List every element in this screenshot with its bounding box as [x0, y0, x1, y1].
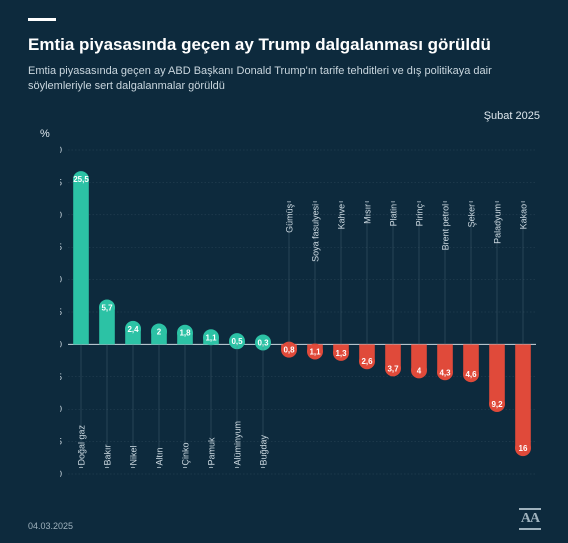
svg-text:2: 2	[157, 327, 162, 336]
svg-text:Altın: Altın	[155, 448, 165, 466]
svg-text:Platin: Platin	[389, 204, 399, 227]
svg-text:16: 16	[519, 444, 528, 453]
svg-text:Doğal gaz: Doğal gaz	[77, 424, 87, 465]
svg-text:Brent petrol: Brent petrol	[441, 204, 451, 251]
svg-text:0,8: 0,8	[283, 346, 295, 355]
svg-text:4: 4	[417, 366, 422, 375]
svg-text:1,1: 1,1	[205, 333, 217, 342]
svg-text:-5: -5	[60, 372, 62, 382]
svg-text:Kakao: Kakao	[519, 204, 529, 230]
svg-text:Pirinç: Pirinç	[415, 203, 425, 226]
svg-text:10: 10	[60, 275, 62, 285]
svg-text:4,3: 4,3	[439, 368, 451, 377]
svg-text:Şeker: Şeker	[467, 204, 477, 228]
svg-text:5,7: 5,7	[101, 303, 113, 312]
page-title: Emtia piyasasında geçen ay Trump dalgala…	[28, 34, 540, 55]
svg-text:Gümüş: Gümüş	[285, 203, 295, 233]
svg-text:25,5: 25,5	[73, 175, 89, 184]
svg-text:1,3: 1,3	[335, 349, 347, 358]
footer-date: 04.03.2025	[28, 521, 73, 531]
agency-logo-text: AA	[519, 508, 541, 530]
svg-text:0,5: 0,5	[231, 337, 243, 346]
svg-text:9,2: 9,2	[491, 400, 503, 409]
svg-text:Kahve: Kahve	[337, 204, 347, 230]
svg-text:0,3: 0,3	[257, 338, 269, 347]
svg-text:-15: -15	[60, 437, 62, 447]
commodity-bar-chart: -20 -15 -10 -5 0 5 10 15 20 25 30 25,5 Doğal gaz 5,7 B…	[60, 140, 540, 480]
svg-text:0: 0	[60, 339, 62, 349]
svg-text:1,1: 1,1	[309, 348, 321, 357]
svg-text:30: 30	[60, 145, 62, 155]
svg-text:Buğday: Buğday	[259, 434, 269, 465]
svg-text:15: 15	[60, 242, 62, 252]
svg-text:5: 5	[60, 307, 62, 317]
svg-text:2,4: 2,4	[127, 325, 139, 334]
accent-bar	[28, 18, 56, 21]
svg-text:4,6: 4,6	[465, 370, 477, 379]
svg-text:Nikel: Nikel	[129, 446, 139, 466]
svg-text:Alüminyum: Alüminyum	[233, 421, 243, 466]
svg-text:2,6: 2,6	[361, 357, 373, 366]
svg-text:25: 25	[60, 177, 62, 187]
svg-text:20: 20	[60, 210, 62, 220]
svg-text:3,7: 3,7	[387, 364, 399, 373]
page-subtitle: Emtia piyasasında geçen ay ABD Başkanı D…	[28, 64, 528, 95]
y-axis-unit: %	[40, 128, 50, 140]
svg-text:Paladyum: Paladyum	[493, 204, 503, 244]
svg-text:-20: -20	[60, 469, 62, 479]
agency-logo: AA	[514, 503, 546, 535]
svg-text:Soya fasulyesi: Soya fasulyesi	[311, 204, 321, 262]
period-label: Şubat 2025	[484, 110, 540, 122]
svg-text:Bakır: Bakır	[103, 445, 113, 466]
svg-text:Pamuk: Pamuk	[207, 437, 217, 466]
svg-text:Mısır: Mısır	[363, 204, 373, 224]
svg-text:1,8: 1,8	[179, 329, 191, 338]
svg-text:Çinko: Çinko	[181, 443, 191, 466]
svg-text:-10: -10	[60, 404, 62, 414]
